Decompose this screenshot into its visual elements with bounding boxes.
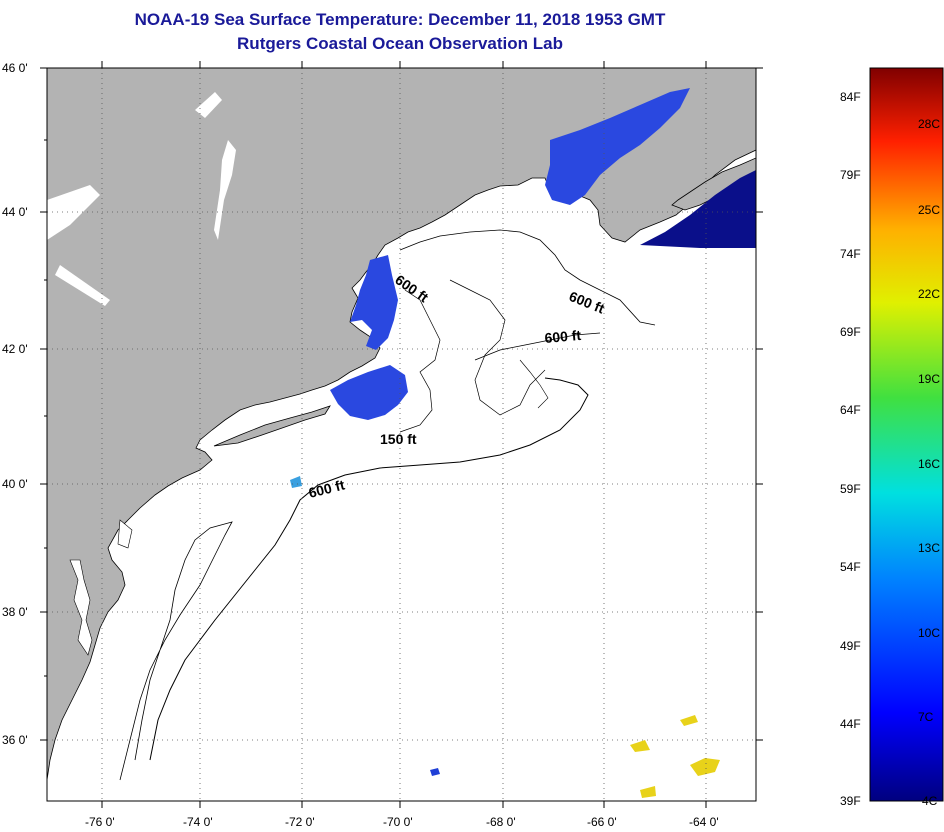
lon-labels: -76 0' -74 0' -72 0' -70 0' -68 0' -66 0…: [85, 815, 719, 829]
sst-patch-warm: [680, 715, 698, 726]
contour-150ft: [119, 521, 233, 781]
colorbar-label-f: 44F: [840, 717, 861, 731]
colorbar-label-f: 69F: [840, 325, 861, 339]
colorbar-label-c: 16C: [918, 457, 940, 471]
colorbar-label-f: 74F: [840, 247, 861, 261]
sst-patch-deep-east: [640, 170, 756, 248]
colorbar-label-c: 7C: [918, 710, 934, 724]
sst-patch-warm: [640, 786, 656, 798]
colorbar-label-f: 49F: [840, 639, 861, 653]
chesapeake-bay: [69, 559, 93, 656]
lon-label: -76 0': [85, 815, 115, 829]
contour-600ft: [149, 377, 589, 761]
contour-600ft-gom: [399, 229, 656, 326]
grid-lines: [47, 68, 756, 801]
colorbar-fahrenheit-labels: 84F 79F 74F 69F 64F 59F 54F 49F 44F 39F: [840, 90, 861, 808]
sst-patch-warm: [630, 740, 650, 752]
lake-ontario-edge: [47, 185, 100, 240]
colorbar-label-c: 25C: [918, 203, 940, 217]
lat-labels: 46 0' 44 0' 42 0' 40 0' 38 0' 36 0': [2, 61, 28, 747]
lon-label: -66 0': [587, 815, 617, 829]
sst-patch-small: [290, 476, 302, 488]
colorbar-label-c: 22C: [918, 287, 940, 301]
colorbar-label-f: 39F: [840, 794, 861, 808]
lon-label: -68 0': [486, 815, 516, 829]
lat-label: 46 0': [2, 61, 28, 75]
contour-gom-inner: [399, 289, 441, 433]
lake-patch: [195, 92, 222, 118]
colorbar-label-c: 19C: [918, 372, 940, 386]
colorbar-label-f: 54F: [840, 560, 861, 574]
colorbar-label-f: 59F: [840, 482, 861, 496]
lake-champlain: [214, 140, 236, 240]
lon-label: -74 0': [183, 815, 213, 829]
contour-600ft-gom: [474, 332, 601, 361]
land-long-island: [213, 405, 331, 447]
contour-gom-inner: [449, 279, 546, 416]
sst-patch-gulf-of-maine: [350, 255, 398, 350]
colorbar-label-c: 13C: [918, 541, 940, 555]
chart-title: NOAA-19 Sea Surface Temperature: Decembe…: [134, 10, 666, 29]
colorbar-label-c: 4C: [922, 794, 938, 808]
sst-patch-cape-cod: [330, 365, 408, 420]
colorbar-label-c: 10C: [918, 626, 940, 640]
lon-label: -64 0': [689, 815, 719, 829]
lat-label: 36 0': [2, 733, 28, 747]
delaware-bay: [117, 519, 133, 549]
tick-marks: [40, 61, 763, 808]
sst-patch-bay-of-fundy: [545, 88, 690, 205]
lat-label: 42 0': [2, 342, 28, 356]
color-bar: [869, 67, 944, 802]
colorbar-label-f: 64F: [840, 403, 861, 417]
plot-frame: [46, 67, 757, 802]
lon-label: -72 0': [285, 815, 315, 829]
colorbar-label-f: 79F: [840, 168, 861, 182]
contour-label: 150 ft: [380, 431, 417, 447]
lon-label: -70 0': [383, 815, 413, 829]
colorbar-celsius-labels: 28C 25C 22C 19C 16C 13C 10C 7C 4C: [918, 117, 940, 808]
lat-label: 44 0': [2, 205, 28, 219]
lat-label: 38 0': [2, 605, 28, 619]
sst-patch-small: [430, 768, 440, 776]
sst-patch-warm: [690, 758, 720, 776]
contour-gom-inner: [519, 359, 549, 409]
lake-patch: [55, 265, 110, 306]
colorbar-label-f: 84F: [840, 90, 861, 104]
colorbar-label-c: 28C: [918, 117, 940, 131]
contour-label: 600 ft: [544, 327, 582, 346]
lat-label: 40 0': [2, 477, 28, 491]
chart-subtitle: Rutgers Coastal Ocean Observation Lab: [237, 34, 563, 53]
